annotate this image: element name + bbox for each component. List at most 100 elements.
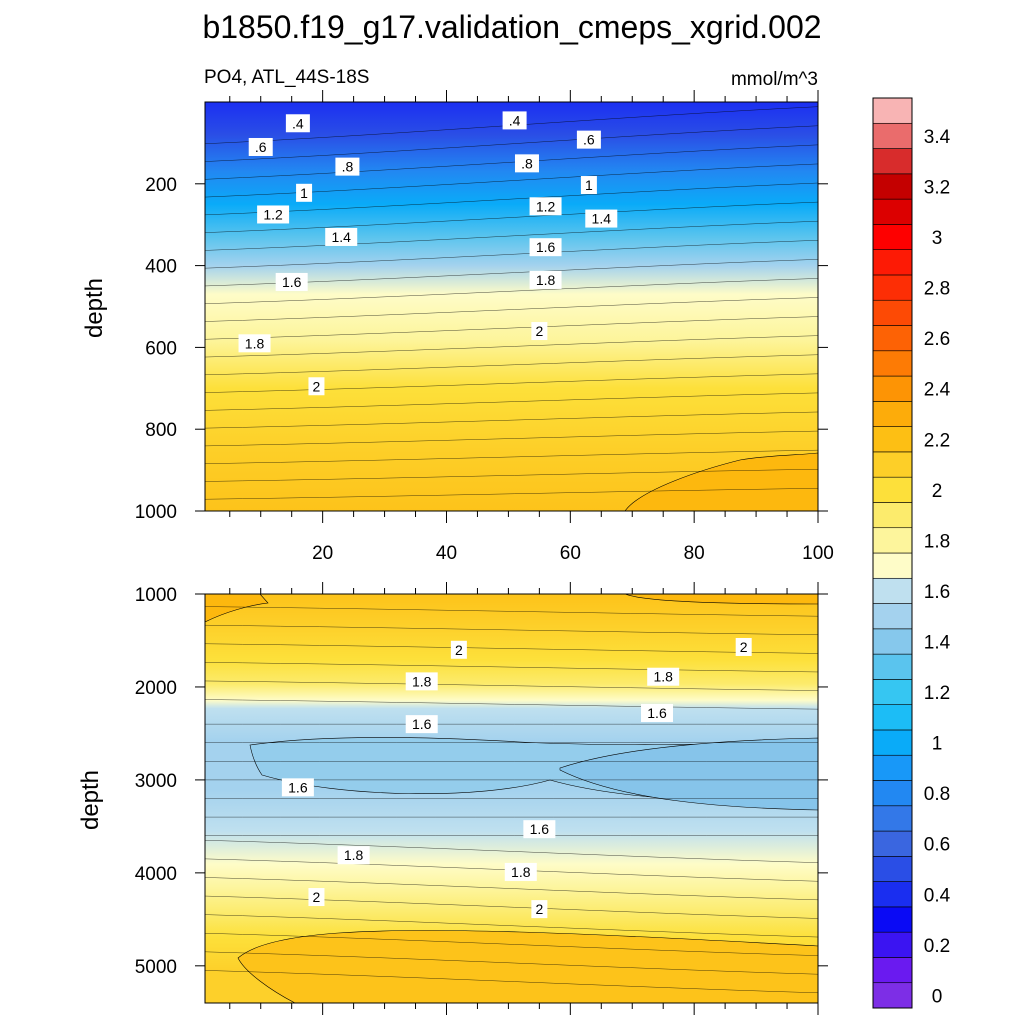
colorbar-swatch (872, 754, 913, 781)
colorbar-label: 0.8 (924, 784, 950, 805)
contour-label-bg (585, 209, 618, 228)
units-label: mmol/m^3 (731, 69, 818, 90)
colorbar-label: 1.6 (924, 582, 950, 603)
contour-label: .6 (248, 137, 273, 156)
lower-frame (204, 593, 819, 1004)
chart-title: b1850.f19_g17.validation_cmeps_xgrid.002 (202, 9, 821, 45)
contour-label: .8 (514, 154, 539, 173)
colorbar-swatch (872, 780, 913, 807)
contour-line (205, 606, 818, 617)
colorbar-label: 1.4 (924, 632, 951, 653)
colorbar-label: 3.4 (924, 127, 951, 148)
upper-axes: 200 400 600 800 1000 20 40 60 80 100 (135, 90, 834, 564)
contour-label-bg (335, 157, 360, 176)
contour-label-text: .6 (583, 132, 595, 148)
contour-line (205, 468, 818, 482)
contour-label: 2 (450, 640, 467, 659)
contour-label: 1.6 (275, 272, 308, 291)
contour-label-text: 2 (313, 378, 321, 394)
colorbar-swatch (872, 704, 913, 731)
lower-bottom-patch (237, 930, 818, 1003)
contour-label-bg (275, 272, 308, 291)
contour-label-bg (308, 888, 325, 907)
contour-label-bg (248, 137, 273, 156)
contour-label: 1 (296, 183, 313, 202)
colorbar-swatch (872, 628, 913, 655)
contour-label-text: .8 (342, 159, 354, 175)
colorbar-swatch (872, 552, 913, 579)
contour-label: 2 (531, 322, 548, 341)
upper-field (205, 102, 818, 511)
contour-label: 1.8 (529, 270, 562, 289)
contour-line (205, 201, 818, 233)
y-tick-label: 200 (145, 175, 177, 196)
y-tick-label: 2000 (135, 678, 177, 699)
contour-label-bg (580, 176, 597, 195)
contour-label-text: 1.8 (511, 864, 531, 880)
y-tick-label: 1000 (135, 585, 177, 606)
contour-label-text: .4 (509, 112, 521, 128)
colorbar-label: 2.4 (924, 380, 951, 401)
colorbar-swatch (872, 375, 913, 402)
contour-line (205, 144, 818, 180)
contour-label-text: 1.4 (331, 229, 351, 245)
contour-line (205, 240, 818, 269)
lower-core-inner (559, 737, 818, 811)
contour-label-bg (529, 270, 562, 289)
y-tick-label: 600 (145, 338, 177, 359)
contour-label-text: 1.6 (536, 239, 556, 255)
contour-label: 1.8 (504, 862, 537, 881)
colorbar-swatch (872, 805, 913, 832)
contour-label: .4 (285, 114, 310, 133)
contour-label-text: 1.8 (245, 335, 265, 351)
colorbar-swatch (872, 173, 913, 200)
colorbar-swatch (872, 350, 913, 377)
colorbar-swatch (872, 957, 913, 984)
lower-panel: 1000 2000 3000 4000 5000 2 2 1.8 1.8 1.6 1.6 1.6 1.… (77, 582, 828, 1015)
contour-label: 1.6 (641, 703, 674, 722)
contour-label-bg (405, 715, 438, 734)
contour-label-bg (285, 114, 310, 133)
chart-subtitle: PO4, ATL_44S-18S (204, 67, 369, 88)
colorbar-label: 1.2 (924, 683, 950, 704)
contour-label-bg (257, 205, 290, 224)
colorbar-swatch (872, 830, 913, 857)
contour-line (205, 220, 818, 251)
contour-label-bg (529, 238, 562, 257)
colorbar-swatch (872, 653, 913, 680)
lower-ylabel: depth (77, 770, 104, 830)
contour-label-text: 1.4 (592, 211, 612, 227)
contour-label-bg (337, 846, 370, 865)
colorbar-label: 0.2 (924, 936, 950, 957)
colorbar-swatch (872, 97, 913, 124)
colorbar-label: 1.8 (924, 531, 950, 552)
contour-label: 1.6 (523, 820, 556, 839)
colorbar-label: 0.4 (924, 885, 951, 906)
contour-label: 2 (735, 637, 752, 656)
colorbar-label: 0 (932, 986, 943, 1007)
x-tick-label: 80 (684, 543, 705, 564)
contour-label-text: 1.2 (263, 206, 283, 222)
contour-line (205, 643, 818, 654)
contour-label-bg (529, 197, 562, 216)
contour-label-bg (502, 111, 527, 130)
contour-label-bg (450, 640, 467, 659)
colorbar-label: 2 (932, 481, 943, 502)
contour-label-text: 1.8 (344, 847, 364, 863)
x-tick-label: 40 (436, 543, 457, 564)
upper-contour-labels: .4 .4 .6 .6 .8 .8 1 1 1.2 1.2 1.4 1.4 1.6 1.6 1.8 1.8 2 2 (238, 111, 618, 396)
colorbar-swatch (872, 148, 913, 175)
colorbar-label: 0.6 (924, 835, 950, 856)
contour-line (205, 488, 818, 500)
contour-label: .8 (335, 157, 360, 176)
contour-label-text: 1 (300, 185, 308, 201)
contour-label-text: 1.8 (653, 669, 673, 685)
contour-label-text: 2 (740, 639, 748, 655)
colorbar-swatch (872, 881, 913, 908)
contour-label-bg (308, 377, 325, 396)
contour-label: 1.2 (257, 205, 290, 224)
contour-label-text: 2 (535, 323, 543, 339)
contour-line (205, 662, 818, 673)
contour-label-bg (735, 637, 752, 656)
contour-label-bg (531, 322, 548, 341)
